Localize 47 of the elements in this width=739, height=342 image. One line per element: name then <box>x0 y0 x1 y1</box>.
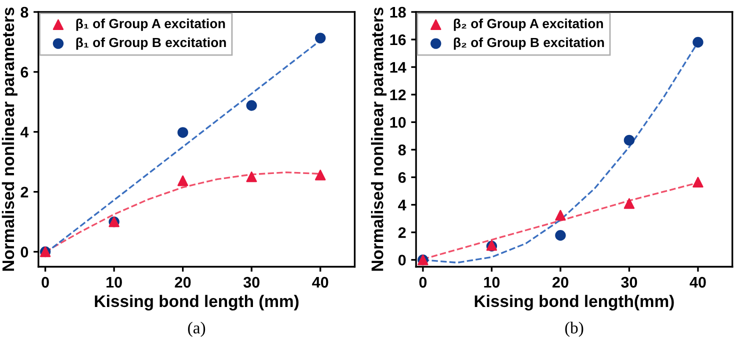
y-tick-label: 6 <box>398 172 406 183</box>
x-tick-label: 0 <box>42 276 49 288</box>
y-tick-label: 4 <box>20 126 29 138</box>
x-tick-label: 40 <box>312 276 328 288</box>
point <box>624 134 635 146</box>
legend-label: β₁ of Group A excitation <box>76 18 225 31</box>
x-tick-label: 30 <box>243 276 260 288</box>
y-tick-label: 6 <box>20 66 28 78</box>
point <box>246 171 257 182</box>
text: (a) <box>188 322 206 337</box>
legend-label: β₁ of Group B excitation <box>76 37 226 50</box>
x-tick-label: 0 <box>419 276 427 288</box>
x-tick-label: 20 <box>552 276 568 288</box>
y-axis-title: Normalised nonlinear paramaters <box>371 8 387 271</box>
point <box>314 170 326 180</box>
legend-label: β₂ of Group B excitation <box>454 37 604 50</box>
x-tick-label: 40 <box>690 276 706 288</box>
y-tick-label: 14 <box>390 62 406 73</box>
x-axis-title: Kissing bond length(mm) <box>474 294 674 310</box>
point <box>692 36 704 48</box>
x-tick-label: 20 <box>174 276 191 288</box>
x-tick-label: 10 <box>484 276 500 288</box>
point <box>177 127 188 138</box>
point <box>555 230 566 241</box>
x-tick-label: 30 <box>621 276 638 288</box>
y-tick-label: 4 <box>398 200 406 210</box>
y-tick-label: 18 <box>390 6 406 18</box>
y-axis-title: Normalised nonlinear parameters <box>2 8 18 271</box>
point <box>692 176 704 188</box>
point <box>177 175 188 186</box>
y-tick-label: 0 <box>398 254 406 266</box>
y-tick-label: 12 <box>390 89 406 100</box>
point <box>555 210 566 221</box>
legend-label: β₂ of Group A excitation <box>454 18 603 31</box>
point <box>246 100 257 111</box>
point <box>624 198 635 209</box>
y-tick-label: 10 <box>390 117 406 128</box>
text: (b) <box>565 322 584 337</box>
y-tick-label: 2 <box>398 227 406 238</box>
y-tick-label: 8 <box>20 6 28 18</box>
y-tick-label: 8 <box>398 144 406 156</box>
y-tick-label: 2 <box>20 186 28 198</box>
x-axis-title: Kissing bond length (mm) <box>94 294 299 310</box>
x-tick-label: 10 <box>106 276 122 288</box>
point <box>314 32 326 44</box>
y-tick-label: 0 <box>20 246 28 258</box>
y-tick-label: 16 <box>390 34 406 46</box>
